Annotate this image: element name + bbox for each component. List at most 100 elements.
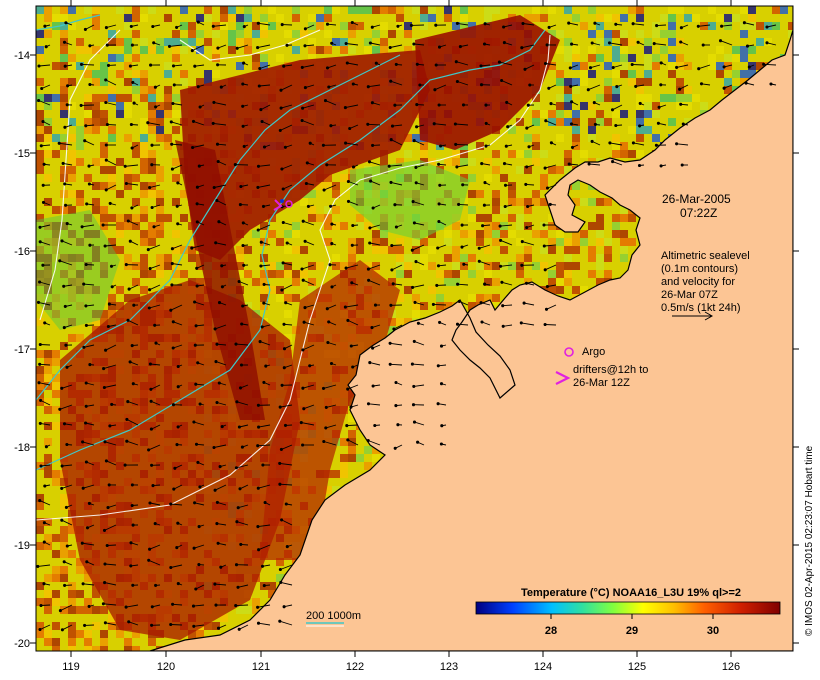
sst-cell	[124, 222, 132, 230]
velocity-arrow-head	[257, 84, 261, 88]
velocity-arrow	[720, 40, 733, 46]
sst-cell	[84, 262, 92, 270]
velocity-arrow-head	[241, 82, 245, 86]
sst-cell	[140, 166, 148, 174]
sst-cell	[644, 54, 652, 62]
velocity-arrow-head	[278, 619, 282, 623]
sst-cell	[68, 22, 76, 30]
velocity-arrow-head	[131, 583, 135, 587]
velocity-arrow-head	[38, 421, 42, 425]
sst-cell	[52, 358, 60, 366]
velocity-arrow-head	[346, 318, 350, 322]
sst-cell	[588, 254, 596, 262]
velocity-arrow	[126, 440, 139, 446]
sst-cell	[484, 158, 492, 166]
velocity-arrow	[150, 384, 161, 390]
sst-cell	[636, 150, 644, 158]
sst-cell	[596, 54, 604, 62]
velocity-arrow	[128, 621, 139, 626]
velocity-arrow-head	[170, 142, 174, 146]
sst-cell	[188, 254, 196, 262]
sst-cell	[156, 262, 164, 270]
drifter-marker	[273, 199, 283, 211]
sst-cell	[172, 246, 180, 254]
velocity-arrow-head	[455, 165, 459, 169]
drifter-legend-line: 26-Mar 12Z	[573, 377, 630, 389]
velocity-arrow	[412, 284, 425, 288]
sst-cell	[492, 278, 500, 286]
sst-cell	[292, 278, 300, 286]
sst-cell	[644, 78, 652, 86]
velocity-arrow-head	[88, 363, 92, 367]
sst-cell	[148, 110, 156, 118]
sst-cell	[596, 230, 604, 238]
sst-cell	[564, 78, 572, 86]
sst-cell	[260, 238, 268, 246]
velocity-arrow	[149, 184, 161, 189]
sst-cell	[564, 278, 572, 286]
sst-cell	[124, 638, 132, 646]
sst-cell	[68, 646, 76, 651]
sst-cell	[92, 590, 100, 598]
velocity-arrow-head	[42, 582, 46, 586]
sst-cell	[140, 206, 148, 214]
sst-cell	[324, 30, 332, 38]
velocity-arrow-head	[308, 141, 312, 145]
sst-cell	[116, 54, 124, 62]
sst-cell	[380, 238, 388, 246]
velocity-arrow-head	[132, 303, 136, 307]
sst-cell	[52, 646, 60, 651]
sst-cell	[532, 262, 540, 270]
sst-cell	[612, 142, 620, 150]
velocity-arrow-head	[278, 405, 282, 409]
velocity-arrow-head	[696, 24, 700, 28]
velocity-arrow-head	[148, 267, 152, 271]
velocity-arrow-head	[348, 126, 352, 131]
velocity-arrow	[370, 42, 381, 46]
sst-cell	[276, 238, 284, 246]
sst-cell	[180, 78, 188, 86]
velocity-arrow-head	[409, 23, 413, 27]
velocity-arrow	[105, 344, 117, 351]
sst-cell	[492, 262, 500, 270]
sst-cell	[396, 318, 404, 326]
velocity-arrow-head	[149, 427, 153, 431]
sst-cell	[36, 398, 44, 406]
sst-cell	[108, 174, 116, 182]
velocity-arrow	[62, 624, 73, 631]
velocity-arrow-head	[460, 223, 464, 227]
velocity-arrow-head	[329, 124, 333, 128]
velocity-arrow-head	[38, 499, 42, 503]
velocity-arrow-head	[129, 24, 133, 28]
sst-cell	[148, 158, 156, 166]
sst-cell	[260, 14, 268, 22]
sst-cell	[252, 54, 260, 62]
sst-cell	[516, 118, 524, 126]
sst-cell	[540, 110, 548, 118]
velocity-arrow-head	[325, 66, 330, 70]
velocity-arrow-head	[62, 326, 66, 330]
sst-cell	[644, 70, 652, 78]
velocity-arrow-head	[548, 202, 552, 206]
velocity-arrow-head	[64, 203, 68, 207]
velocity-arrow-head	[439, 442, 443, 446]
velocity-arrow-head	[172, 487, 176, 491]
sst-cell	[132, 6, 140, 14]
sst-cell	[36, 502, 44, 510]
y-tick-label: -18	[14, 442, 30, 454]
velocity-arrow-head	[216, 626, 221, 630]
sst-cell	[52, 246, 60, 254]
sst-cell	[68, 54, 76, 62]
velocity-arrow	[172, 263, 183, 266]
sst-cell	[532, 230, 540, 238]
sst-cell	[228, 46, 236, 54]
sst-cell	[156, 230, 164, 238]
sst-cell	[572, 126, 580, 134]
sst-cell	[140, 38, 148, 46]
velocity-arrow-head	[321, 386, 326, 390]
sst-cell	[668, 94, 676, 102]
warm-strip-diagonal	[175, 140, 265, 420]
sst-cell	[252, 230, 260, 238]
sst-cell	[44, 574, 52, 582]
sst-cell	[644, 62, 652, 70]
